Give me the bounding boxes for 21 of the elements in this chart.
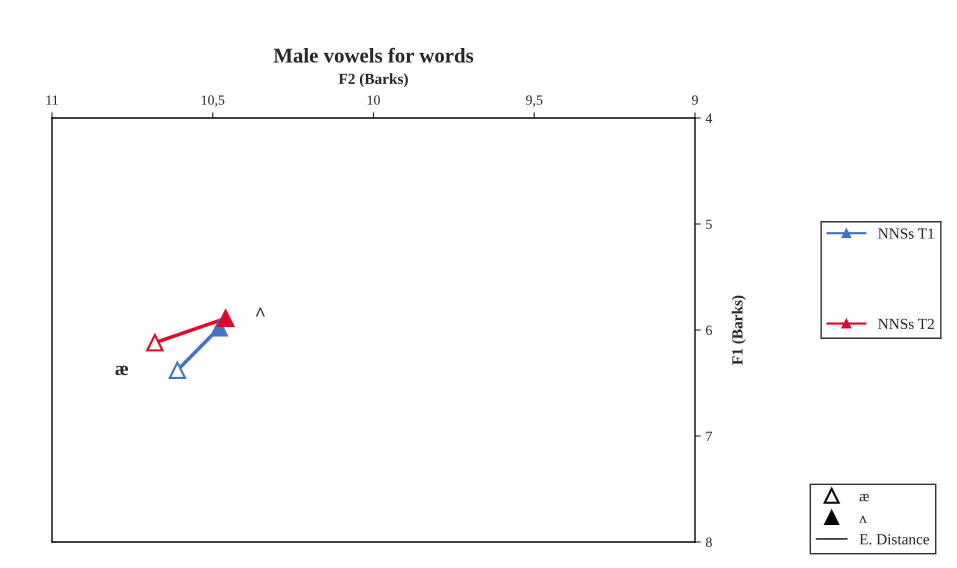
y-tick-label: 4	[706, 114, 712, 123]
y-tick-label: 6	[706, 326, 712, 335]
x-tick-label: 10,5	[202, 95, 224, 107]
y-tick-label: 5	[706, 220, 712, 229]
text: æ	[860, 494, 869, 502]
x-tick-label: 9	[692, 95, 698, 105]
annotation: ^	[256, 308, 265, 317]
chart-title: Male vowels for words	[274, 48, 474, 63]
y-tick-label: 7	[706, 432, 712, 441]
text: ʌ	[859, 516, 867, 523]
x-axis-title: F2 (Barks)	[338, 73, 408, 88]
y-tick-label: 8	[706, 538, 712, 547]
y-axis-title: F1 (Barks)	[732, 296, 746, 365]
point	[216, 310, 234, 328]
annotation: æ	[115, 366, 128, 376]
text: E. Distance	[860, 534, 930, 545]
x-tick-label: 9,5	[526, 95, 542, 107]
x-tick-label: 11	[46, 95, 58, 105]
legend-label: NNSs T1	[878, 228, 934, 239]
legend-label: NNSs T2	[878, 318, 934, 330]
x-tick-label: 10	[368, 95, 380, 105]
